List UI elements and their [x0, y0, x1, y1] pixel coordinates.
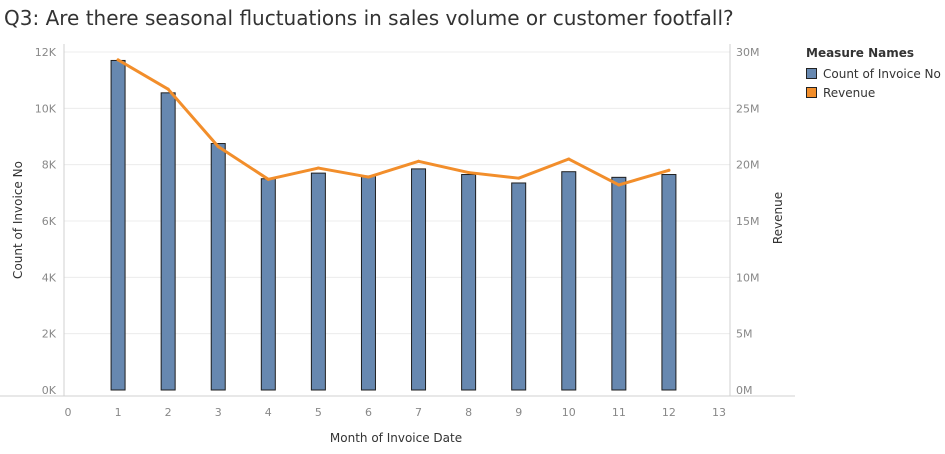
bar — [611, 176, 627, 391]
bar — [411, 168, 427, 391]
y-left-axis-title: Count of Invoice No — [11, 161, 25, 279]
y-right-tick-label: 30M — [736, 46, 760, 59]
legend-label-count: Count of Invoice No — [823, 66, 941, 81]
x-tick-label: 10 — [562, 406, 576, 419]
revenue-point — [417, 159, 421, 163]
bar — [310, 172, 326, 391]
x-tick-label: 4 — [265, 406, 272, 419]
bar — [260, 178, 276, 391]
revenue-point — [166, 87, 170, 91]
legend-label-revenue: Revenue — [823, 85, 876, 100]
y-left-tick-label: 0K — [42, 384, 57, 397]
x-tick-label: 13 — [712, 406, 726, 419]
y-right-tick-label: 10M — [736, 271, 760, 284]
legend-title: Measure Names — [806, 46, 915, 60]
y-left-tick-label: 12K — [35, 46, 57, 59]
revenue-point — [116, 58, 120, 62]
revenue-point — [517, 176, 521, 180]
revenue-point — [567, 157, 571, 161]
x-tick-label: 3 — [215, 406, 222, 419]
y-right-tick-label: 25M — [736, 102, 760, 115]
y-left-tick-label: 8K — [42, 159, 57, 172]
x-tick-label: 0 — [65, 406, 72, 419]
bar — [110, 59, 126, 391]
bar — [461, 174, 477, 391]
bar — [661, 174, 677, 391]
y-right-tick-label: 0M — [736, 384, 753, 397]
x-axis-title: Month of Invoice Date — [330, 431, 462, 445]
legend-item-count[interactable]: Count of Invoice No — [806, 64, 941, 83]
x-tick-label: 9 — [515, 406, 522, 419]
revenue-line — [116, 58, 671, 187]
legend: Measure Names Count of Invoice No Revenu… — [806, 46, 941, 102]
legend-item-revenue[interactable]: Revenue — [806, 83, 941, 102]
x-tick-label: 6 — [365, 406, 372, 419]
x-tick-label: 11 — [612, 406, 626, 419]
x-tick-label: 5 — [315, 406, 322, 419]
y-right-tick-label: 5M — [736, 328, 753, 341]
bar — [561, 171, 577, 391]
chart-title: Q3: Are there seasonal fluctuations in s… — [4, 6, 734, 30]
revenue-point — [216, 145, 220, 149]
bar — [210, 143, 226, 391]
x-tick-label: 7 — [415, 406, 422, 419]
x-tick-label: 1 — [115, 406, 122, 419]
revenue-point — [617, 183, 621, 187]
revenue-point — [316, 166, 320, 170]
x-tick-label: 12 — [662, 406, 676, 419]
revenue-point — [266, 177, 270, 181]
bar — [360, 175, 376, 391]
legend-swatch-revenue — [806, 87, 817, 98]
revenue-point — [366, 175, 370, 179]
x-tick-label: 8 — [465, 406, 472, 419]
y-right-tick-label: 20M — [736, 159, 760, 172]
legend-swatch-count — [806, 68, 817, 79]
x-tick-label: 2 — [165, 406, 172, 419]
y-right-axis-title: Revenue — [771, 192, 785, 244]
revenue-point — [667, 168, 671, 172]
y-right-tick-label: 15M — [736, 215, 760, 228]
y-left-tick-label: 4K — [42, 271, 57, 284]
y-left-tick-label: 2K — [42, 328, 57, 341]
y-left-tick-label: 6K — [42, 215, 57, 228]
bar — [160, 92, 176, 391]
bar — [511, 182, 527, 391]
y-left-tick-label: 10K — [35, 102, 57, 115]
revenue-point — [467, 171, 471, 175]
